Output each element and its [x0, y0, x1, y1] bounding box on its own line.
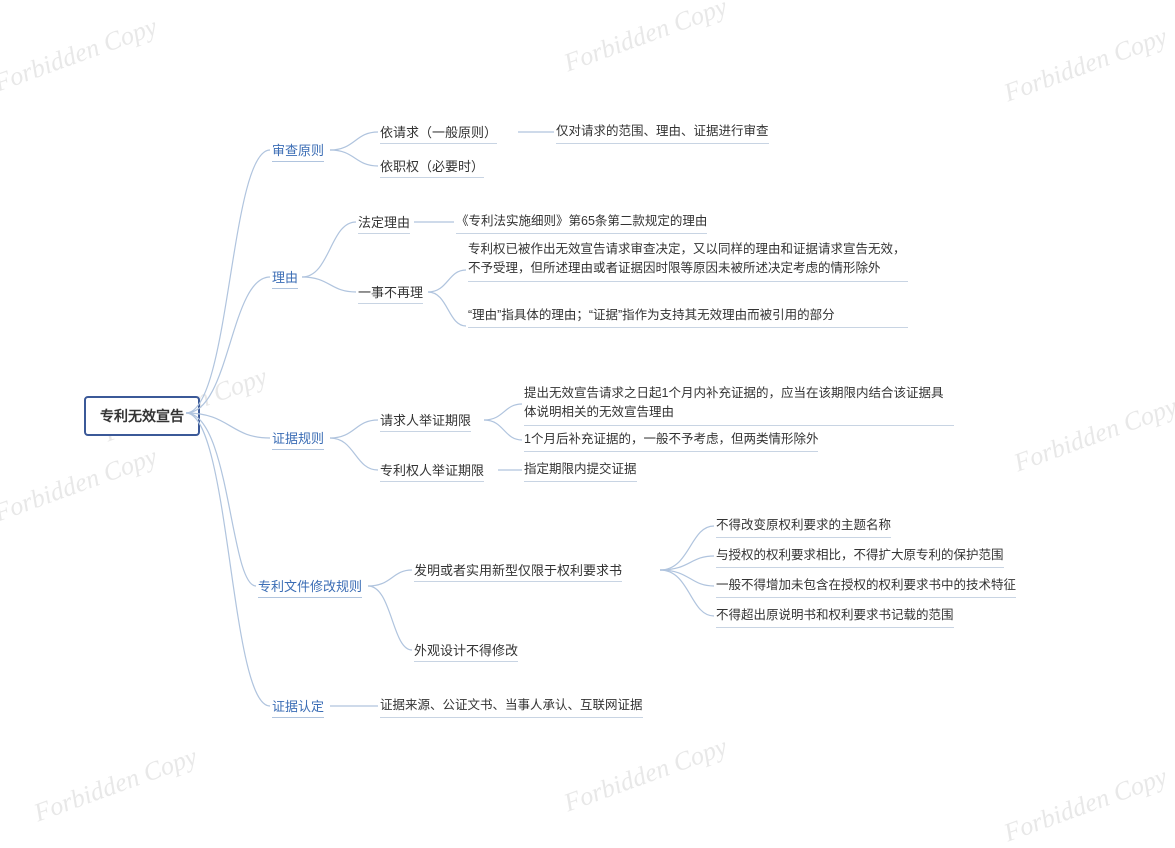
watermark: Forbidden Copy: [560, 732, 731, 819]
watermark: Forbidden Copy: [1000, 22, 1171, 109]
branch-reasons: 理由: [272, 267, 298, 289]
leaf-amend-2: 与授权的权利要求相比，不得扩大原专利的保护范围: [716, 546, 1004, 568]
node-by-request: 依请求（一般原则）: [380, 122, 497, 144]
node-ex-officio: 依职权（必要时）: [380, 156, 484, 178]
leaf-amend-1: 不得改变原权利要求的主题名称: [716, 516, 891, 538]
branch-review-principles: 审查原则: [272, 140, 324, 162]
node-legal-reason: 法定理由: [358, 212, 410, 234]
watermark: Forbidden Copy: [0, 12, 161, 99]
leaf-request-scope: 仅对请求的范围、理由、证据进行审查: [556, 122, 769, 144]
leaf-after-one-month: 1个月后补充证据的，一般不予考虑，但两类情形除外: [524, 430, 818, 452]
branch-evidence-recognition: 证据认定: [272, 696, 324, 718]
leaf-rule65: 《专利法实施细则》第65条第二款规定的理由: [456, 212, 707, 234]
leaf-res-judicata-2: “理由”指具体的理由；“证据”指作为支持其无效理由而被引用的部分: [468, 306, 908, 328]
watermark: Forbidden Copy: [1010, 392, 1175, 479]
node-res-judicata: 一事不再理: [358, 282, 423, 304]
mindmap-root: 专利无效宣告: [84, 396, 200, 436]
watermark: Forbidden Copy: [560, 0, 731, 78]
node-petitioner-deadline: 请求人举证期限: [380, 410, 471, 432]
node-invention-utility: 发明或者实用新型仅限于权利要求书: [414, 560, 622, 582]
leaf-res-judicata-1: 专利权已被作出无效宣告请求审查决定，又以同样的理由和证据请求宣告无效，不予受理，…: [468, 240, 908, 282]
node-design-no-amend: 外观设计不得修改: [414, 640, 518, 662]
leaf-amend-4: 不得超出原说明书和权利要求书记载的范围: [716, 606, 954, 628]
branch-amendment-rules: 专利文件修改规则: [258, 576, 362, 598]
leaf-evidence-types: 证据来源、公证文书、当事人承认、互联网证据: [380, 696, 643, 718]
branch-evidence-rules: 证据规则: [272, 428, 324, 450]
node-patentee-deadline: 专利权人举证期限: [380, 460, 484, 482]
leaf-designated-period: 指定期限内提交证据: [524, 460, 637, 482]
leaf-amend-3: 一般不得增加未包含在授权的权利要求书中的技术特征: [716, 576, 1016, 598]
leaf-one-month: 提出无效宣告请求之日起1个月内补充证据的，应当在该期限内结合该证据具体说明相关的…: [524, 384, 954, 426]
watermark: Forbidden Copy: [0, 442, 161, 529]
watermark: Forbidden Copy: [1000, 762, 1171, 848]
watermark: Forbidden Copy: [30, 742, 201, 829]
